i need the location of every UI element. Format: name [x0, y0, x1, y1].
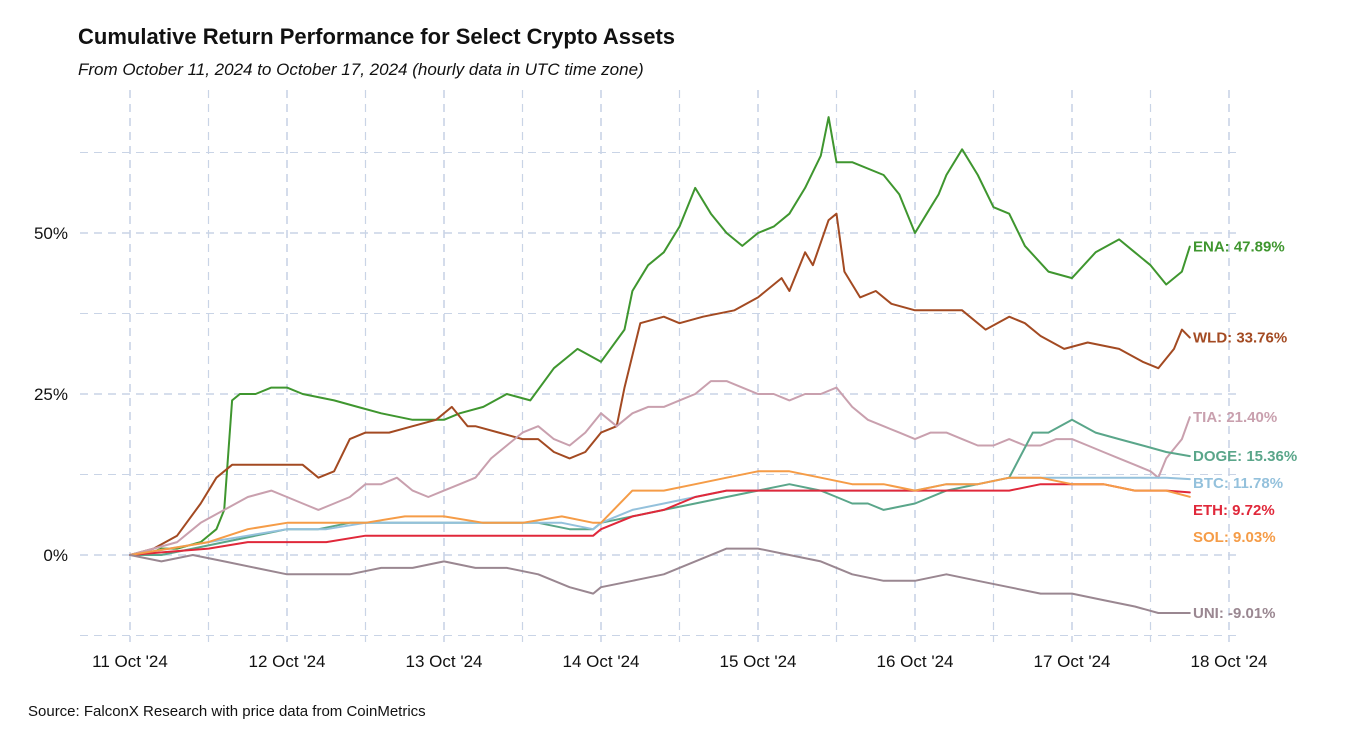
chart-subtitle: From October 11, 2024 to October 17, 202…	[78, 60, 644, 79]
series-end-label-ena: ENA: 47.89%	[1193, 239, 1285, 256]
series-end-label-sol: SOL: 9.03%	[1193, 529, 1276, 546]
series-end-label-doge: DOGE: 15.36%	[1193, 448, 1297, 465]
series-end-label-eth: ETH: 9.72%	[1193, 502, 1275, 519]
series-end-label-tia: TIA: 21.40%	[1193, 409, 1277, 426]
series-end-label-wld: WLD: 33.76%	[1193, 330, 1287, 347]
x-tick-label: 18 Oct '24	[1191, 652, 1268, 671]
chart-title: Cumulative Return Performance for Select…	[78, 24, 676, 49]
axis-layer: 0% 25% 50% 11 Oct '24 12 Oct '24 13 Oct '24 14…	[34, 224, 1268, 671]
x-tick-label: 11 Oct '24	[92, 652, 168, 671]
source-note: Source: FalconX Research with price data…	[28, 703, 426, 720]
y-tick-label: 25%	[34, 385, 68, 404]
series-line-wld	[129, 212, 1191, 556]
x-tick-label: 15 Oct '24	[720, 652, 797, 671]
y-tick-label: 50%	[34, 224, 68, 243]
series-line-ena	[129, 116, 1191, 556]
x-tick-label: 13 Oct '24	[406, 652, 483, 671]
series-line-tia	[129, 380, 1191, 556]
series-line-btc	[129, 476, 1191, 556]
x-tick-label: 16 Oct '24	[877, 652, 954, 671]
series-end-label-uni: UNI: -9.01%	[1193, 605, 1276, 622]
series-line-uni	[129, 547, 1191, 614]
series-line-sol	[129, 470, 1191, 556]
grid-layer	[80, 90, 1240, 642]
series-layer	[129, 116, 1191, 614]
series-line-eth	[129, 483, 1191, 556]
series-line-doge	[129, 418, 1191, 556]
x-tick-label: 12 Oct '24	[249, 652, 326, 671]
y-tick-label: 0%	[43, 546, 68, 565]
end-label-layer: ENA: 47.89% WLD: 33.76% TIA: 21.40% DOGE: 1…	[1193, 239, 1297, 622]
x-tick-label: 14 Oct '24	[563, 652, 640, 671]
series-end-label-btc: BTC: 11.78%	[1193, 475, 1283, 492]
x-tick-label: 17 Oct '24	[1034, 652, 1111, 671]
